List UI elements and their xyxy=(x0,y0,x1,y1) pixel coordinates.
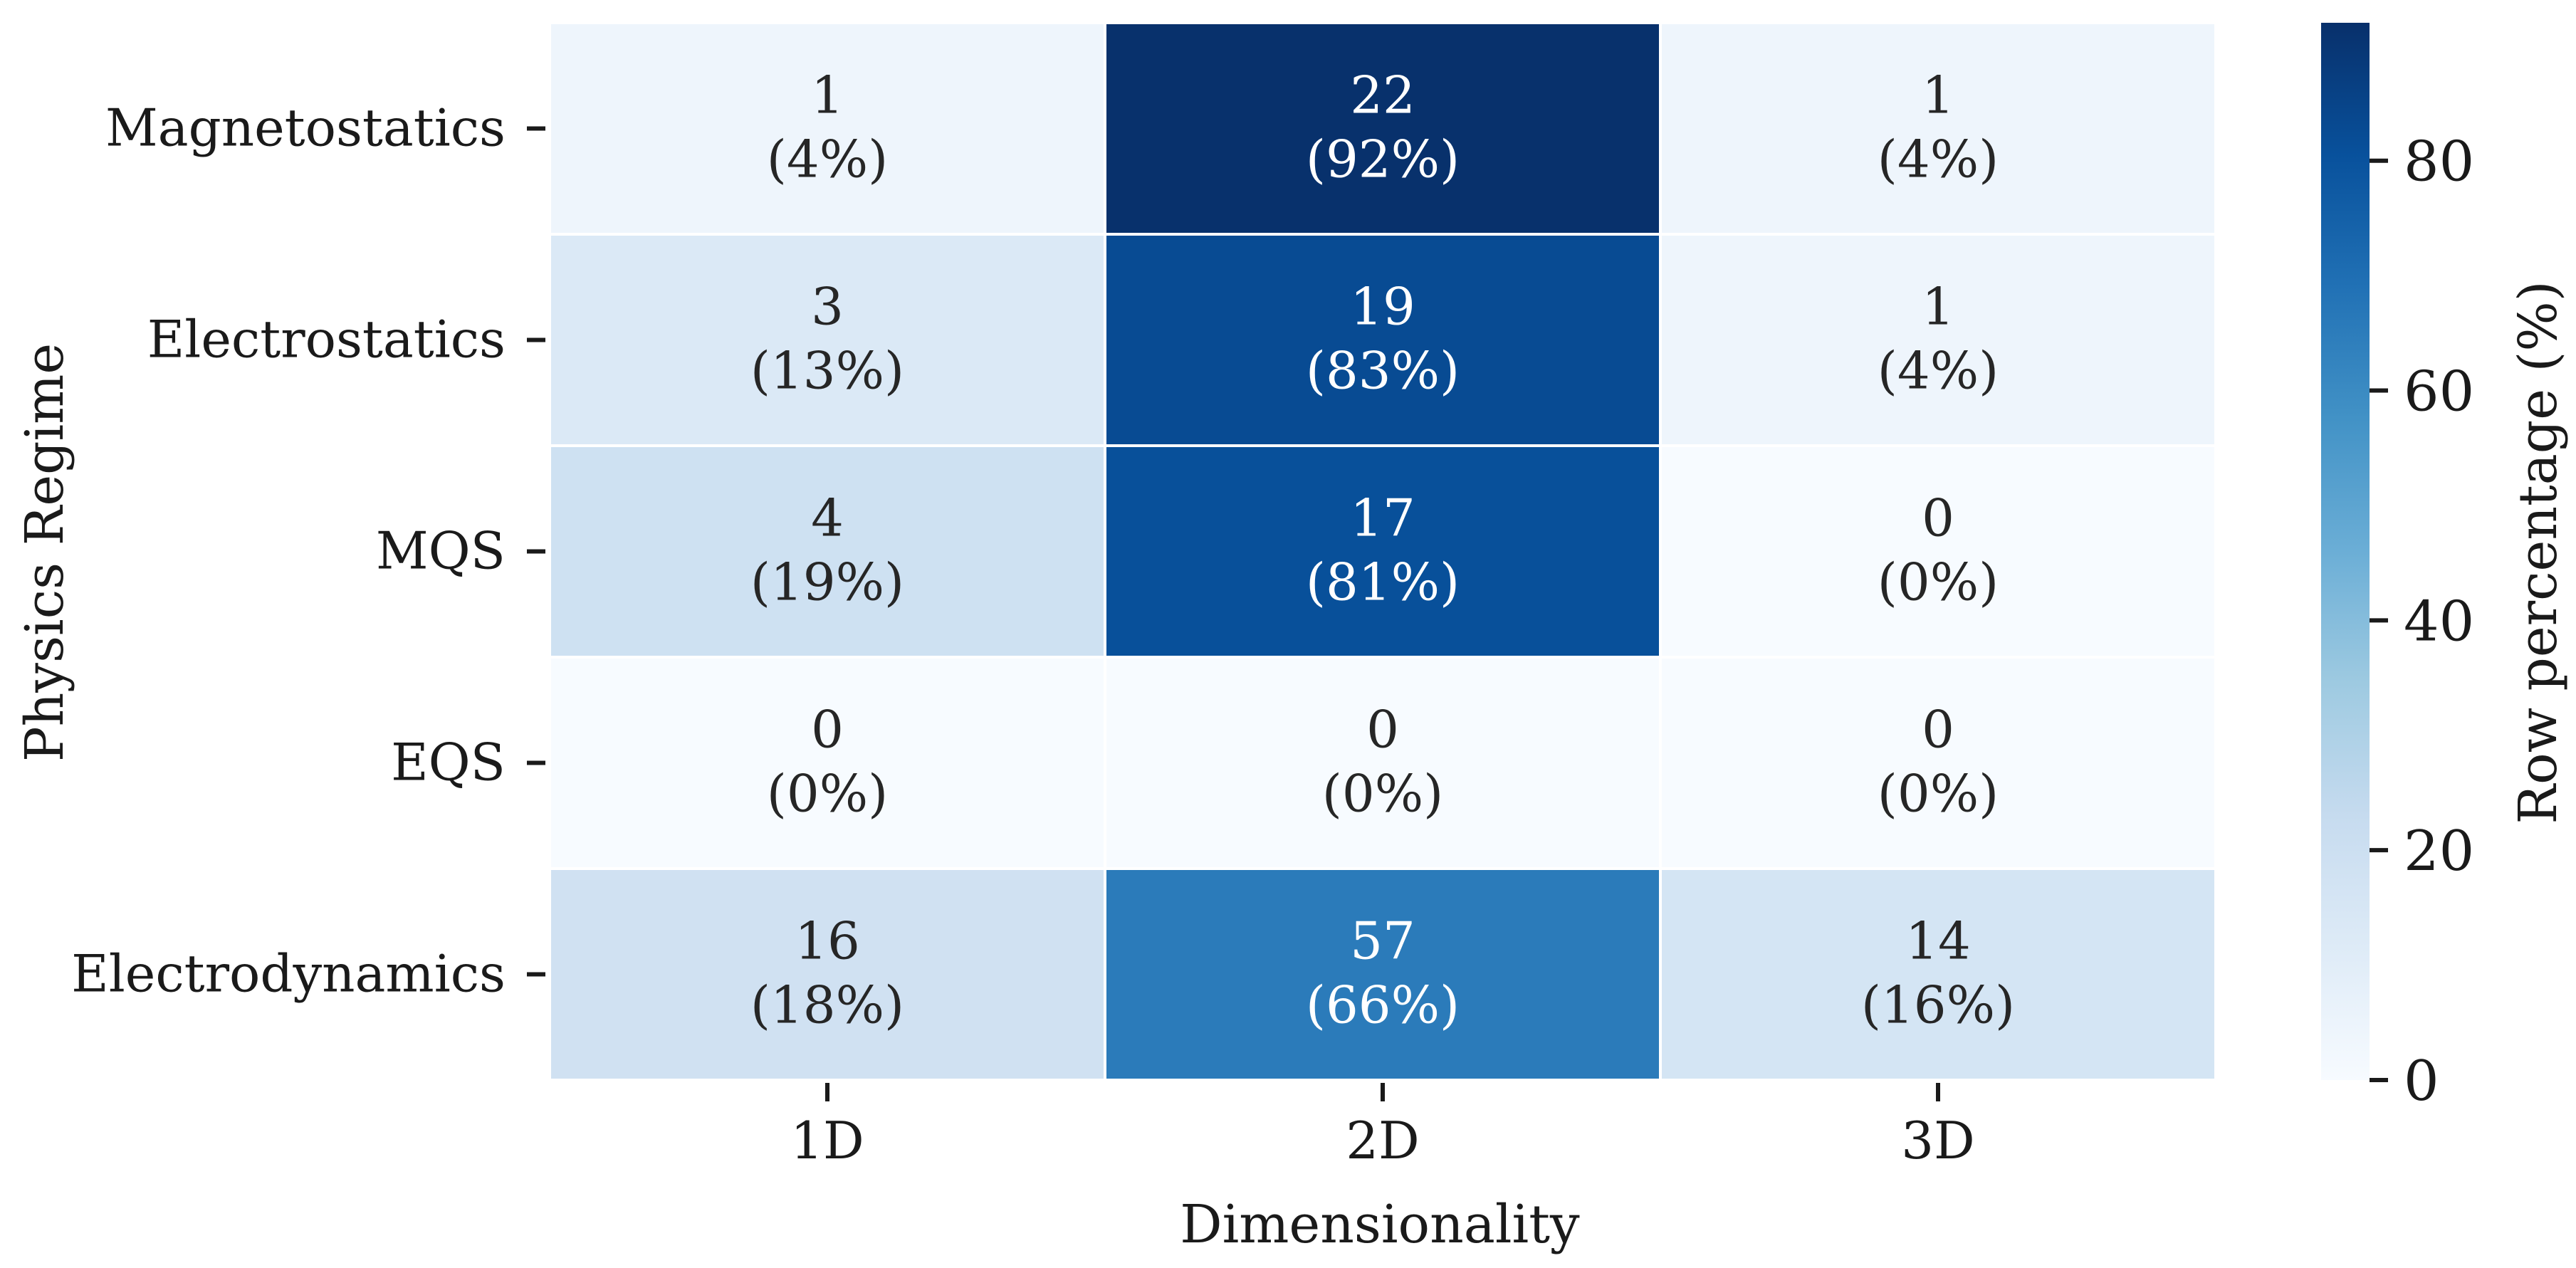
y-tick-label: EQS xyxy=(391,733,506,792)
x-tick-label: 3D xyxy=(1901,1111,1975,1170)
cell-count-label: 19 xyxy=(1350,277,1415,337)
heatmap-cell xyxy=(1104,233,1662,447)
x-axis: 1D 2D 3D xyxy=(790,1083,1975,1170)
heatmap-cell xyxy=(1104,444,1662,659)
cell-count-label: 1 xyxy=(1922,277,1954,337)
colorbar-tick-label: 80 xyxy=(2404,130,2474,194)
colorbar-label: Row percentage (%) xyxy=(2508,281,2569,824)
y-tick-label: Magnetostatics xyxy=(105,98,506,158)
cell-percent-label: (16%) xyxy=(1861,975,2015,1035)
cell-count-label: 0 xyxy=(1922,700,1954,760)
cell-percent-label: (0%) xyxy=(1878,552,1999,612)
cell-count-label: 0 xyxy=(1366,700,1399,760)
heatmap-cell xyxy=(1659,21,2217,236)
colorbar-tick-label: 0 xyxy=(2404,1049,2439,1114)
heatmap-cell xyxy=(1659,867,2217,1081)
cell-percent-label: (92%) xyxy=(1306,130,1460,189)
cell-count-label: 1 xyxy=(1922,66,1954,125)
cell-count-label: 16 xyxy=(795,911,860,971)
colorbar-tick-label: 40 xyxy=(2404,590,2474,654)
cell-count-label: 14 xyxy=(1905,911,1971,971)
cell-count-label: 57 xyxy=(1350,911,1415,971)
y-tick-label: Electrostatics xyxy=(147,310,506,370)
cell-percent-label: (0%) xyxy=(1322,764,1443,824)
y-tick-label: Electrodynamics xyxy=(71,944,506,1004)
heatmap-cell xyxy=(1659,444,2217,659)
y-axis-label: Physics Regime xyxy=(14,343,75,762)
heatmap-cell xyxy=(1104,21,1662,236)
heatmap-cell xyxy=(548,233,1106,447)
cell-count-label: 17 xyxy=(1350,488,1415,548)
cell-percent-label: (66%) xyxy=(1306,975,1460,1035)
cell-count-label: 3 xyxy=(811,277,844,337)
cell-percent-label: (18%) xyxy=(750,975,904,1035)
cell-percent-label: (0%) xyxy=(1878,764,1999,824)
heatmap-cell xyxy=(1104,867,1662,1081)
colorbar-tick-label: 60 xyxy=(2404,360,2474,424)
x-tick-label: 2D xyxy=(1346,1111,1420,1170)
colorbar-tick-label: 20 xyxy=(2404,819,2474,884)
cell-count-label: 1 xyxy=(811,66,844,125)
x-axis-label: Dimensionality xyxy=(1180,1194,1580,1255)
cell-percent-label: (4%) xyxy=(1878,341,1999,401)
cell-percent-label: (81%) xyxy=(1306,552,1460,612)
heatmap-cell xyxy=(1104,656,1662,870)
cell-percent-label: (4%) xyxy=(1878,130,1999,189)
heatmap-cell xyxy=(548,656,1106,870)
heatmap-cell xyxy=(548,867,1106,1081)
cell-count-label: 22 xyxy=(1350,66,1415,125)
x-tick-label: 1D xyxy=(790,1111,864,1170)
cell-count-label: 0 xyxy=(811,700,844,760)
cell-count-label: 4 xyxy=(811,488,844,548)
cell-percent-label: (13%) xyxy=(750,341,904,401)
cell-percent-label: (19%) xyxy=(750,552,904,612)
colorbar: 0 20 40 60 80 xyxy=(2321,23,2474,1114)
cell-percent-label: (4%) xyxy=(767,130,888,189)
heatmap-cells: 1(4%)22(92%)1(4%)3(13%)19(83%)1(4%)4(19%… xyxy=(548,21,2217,1081)
heatmap-cell xyxy=(548,21,1106,236)
heatmap-cell xyxy=(548,444,1106,659)
cell-percent-label: (83%) xyxy=(1306,341,1460,401)
heatmap-cell xyxy=(1659,233,2217,447)
y-axis: Magnetostatics Electrostatics MQS EQS Electr… xyxy=(71,98,545,1004)
colorbar-gradient xyxy=(2321,23,2370,1080)
cell-percent-label: (0%) xyxy=(767,764,888,824)
y-tick-label: MQS xyxy=(376,521,506,581)
cell-count-label: 0 xyxy=(1922,488,1954,548)
heatmap-cell xyxy=(1659,656,2217,870)
